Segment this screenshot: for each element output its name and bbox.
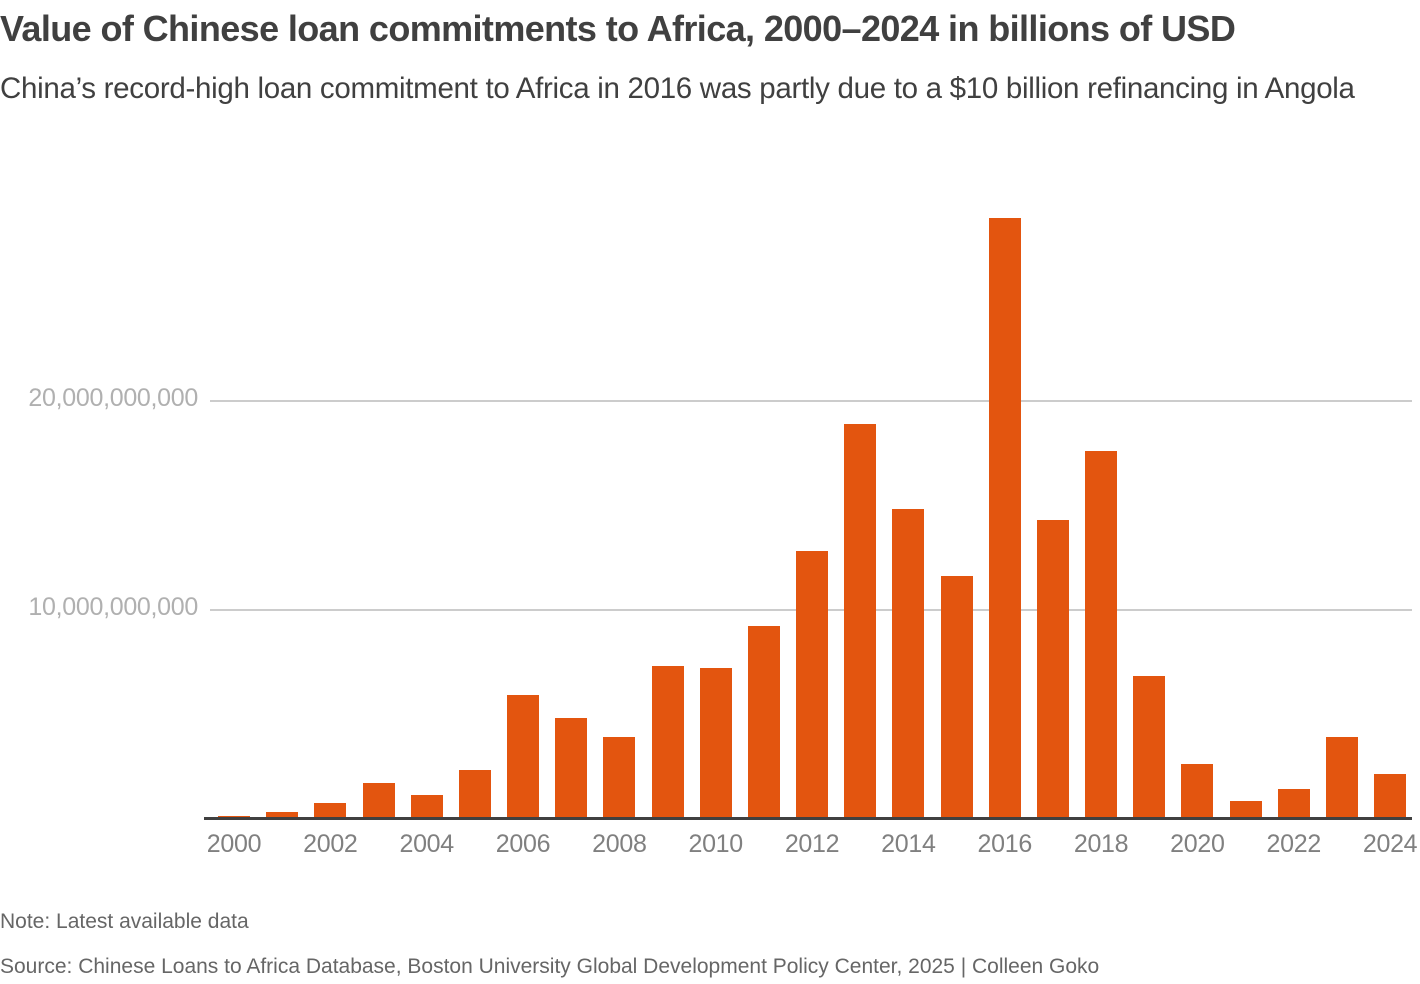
x-axis-tick-label: 2016 — [977, 830, 1033, 858]
chart-subtitle: China’s record-high loan commitment to A… — [0, 72, 1355, 105]
bar-2024 — [1374, 774, 1407, 818]
chart-title: Value of Chinese loan commitments to Afr… — [0, 8, 1236, 49]
bar-2000 — [218, 815, 250, 818]
bar-2009 — [651, 665, 684, 818]
bar-2016 — [988, 217, 1021, 818]
x-axis-tick-label: 2002 — [303, 830, 358, 858]
x-axis-tick-label: 2018 — [1073, 830, 1129, 858]
bar-2018 — [1085, 451, 1118, 818]
bar-2023 — [1325, 736, 1358, 818]
bar-2014 — [892, 509, 925, 818]
bar-2015 — [940, 576, 973, 818]
bar-2010 — [699, 667, 732, 818]
x-axis-tick-label: 2012 — [784, 830, 840, 858]
x-axis-baseline — [204, 817, 1412, 820]
x-axis-tick-label: 2024 — [1362, 830, 1418, 858]
bar-2001 — [266, 811, 299, 818]
bar-2005 — [458, 770, 491, 818]
x-axis-tick-label: 2000 — [206, 830, 262, 858]
bar-2002 — [314, 803, 347, 818]
bar-2008 — [603, 736, 636, 818]
bar-2013 — [844, 423, 877, 818]
gridline — [210, 400, 1412, 402]
x-axis-tick-label: 2020 — [1170, 830, 1225, 858]
chart-note: Note: Latest available data — [0, 910, 249, 933]
bar-2003 — [362, 782, 395, 818]
bar-2017 — [1036, 519, 1069, 818]
bar-2007 — [555, 717, 588, 818]
x-axis-tick-label: 2022 — [1266, 830, 1322, 858]
bar-2011 — [747, 626, 780, 818]
x-axis-tick-label: 2014 — [881, 830, 936, 858]
bar-2012 — [796, 551, 829, 818]
bar-2019 — [1133, 676, 1166, 818]
bar-2006 — [507, 694, 540, 818]
y-axis-tick-label: 20,000,000,000 — [28, 384, 198, 412]
x-axis-tick-label: 2010 — [688, 830, 743, 858]
bar-2022 — [1277, 788, 1310, 818]
bar-2004 — [410, 795, 443, 818]
chart-source: Source: Chinese Loans to Africa Database… — [0, 955, 1100, 978]
bar-2020 — [1181, 763, 1214, 818]
bar-2021 — [1229, 801, 1262, 818]
x-axis-tick-label: 2004 — [399, 830, 454, 858]
x-axis-tick-label: 2006 — [495, 830, 551, 858]
x-axis-tick-label: 2008 — [592, 830, 647, 858]
y-axis-tick-label: 10,000,000,000 — [28, 592, 198, 621]
